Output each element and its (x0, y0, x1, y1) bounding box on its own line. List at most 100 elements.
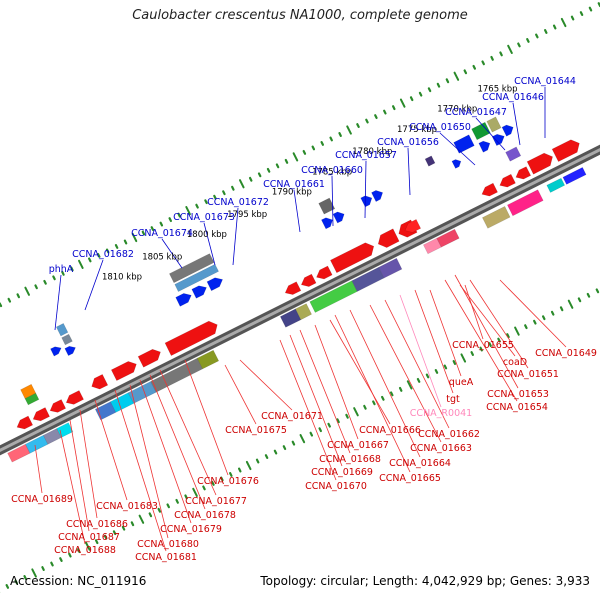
tick-mark (514, 326, 520, 336)
gene-feature (378, 257, 403, 279)
tick-mark (579, 11, 584, 17)
leader-line (59, 429, 86, 545)
gene-feature (284, 281, 302, 295)
tick-mark (103, 534, 108, 540)
tick-mark (168, 217, 173, 223)
leader-line (407, 147, 411, 196)
topology-text: Topology: circular; Length: 4,042,929 bp… (260, 574, 590, 588)
gene-feature (329, 242, 375, 274)
tick-mark (204, 199, 208, 205)
tick-mark (383, 109, 387, 115)
scale-label: 1805 kbp (142, 252, 182, 262)
gene-feature (501, 124, 514, 137)
tick-mark (533, 319, 537, 325)
gene-feature (137, 348, 161, 368)
leader-line (203, 222, 216, 266)
tick-mark (43, 279, 47, 285)
leader-line (399, 294, 442, 408)
tick-mark (184, 494, 188, 500)
gene-layer (7, 116, 587, 463)
gene-label: CCNA_01650 (409, 122, 471, 133)
tick-mark (141, 230, 146, 236)
tick-mark (52, 275, 56, 281)
tick-mark (14, 579, 19, 585)
gene-feature (491, 133, 505, 147)
tick-mark (245, 460, 252, 471)
tick-mark (282, 445, 287, 451)
gene-feature (164, 320, 218, 357)
tick-mark (257, 172, 262, 178)
gene-feature (316, 265, 333, 280)
gene-label: CCNA_01676 (197, 476, 259, 487)
tick-mark (543, 29, 548, 34)
leader-line (475, 117, 506, 151)
tick-mark (248, 176, 253, 182)
gene-feature (404, 218, 422, 233)
tick-mark (148, 512, 153, 518)
gene-label: CCNA_01678 (174, 510, 236, 521)
gene-feature (562, 166, 587, 185)
gene-label: tgt (446, 394, 460, 405)
gene-label: CCNA_01677 (185, 496, 247, 507)
tick-mark (560, 17, 567, 28)
tick-mark (460, 353, 467, 363)
leader-line (224, 364, 257, 425)
gene-feature (175, 293, 192, 307)
tick-mark (309, 431, 314, 437)
gene-feature (318, 197, 336, 215)
tick-mark (320, 141, 325, 146)
tick-mark (338, 132, 342, 137)
gene-label: CCNA_01679 (160, 524, 222, 535)
leader-line (79, 409, 98, 519)
leader-line (184, 359, 229, 476)
tick-mark (595, 288, 600, 294)
tick-mark (434, 369, 439, 374)
leader-line (369, 304, 442, 443)
tick-mark (70, 266, 74, 272)
tick-mark (61, 270, 65, 276)
tick-mark (266, 167, 271, 173)
tick-mark (479, 346, 483, 352)
scale-label: 1770 kbp (437, 105, 477, 115)
tick-mark (398, 386, 403, 392)
gene-feature (174, 263, 220, 293)
gene-feature (55, 322, 69, 337)
gene-feature (360, 195, 373, 208)
scale-label: 1795 kbp (227, 210, 267, 220)
gene-feature (64, 345, 76, 356)
gene-label: CCNA_01669 (311, 467, 373, 478)
leader-line (114, 389, 167, 552)
tick-mark (481, 60, 485, 66)
tick-mark (445, 78, 450, 84)
leader-line (331, 175, 334, 227)
leader-line (129, 384, 169, 539)
leader-line (94, 399, 128, 501)
accession-text: Accession: NC_011916 (10, 574, 147, 588)
leader-line (454, 274, 519, 389)
tick-mark (570, 15, 575, 21)
gene-label: CCNA_01661 (263, 179, 325, 190)
gene-label: CCNA_01646 (482, 92, 544, 103)
gene-label: CCNA_01657 (335, 150, 397, 161)
gene-label: CCNA_01672 (207, 197, 269, 208)
tick-mark (302, 149, 307, 155)
tick-mark (211, 480, 215, 486)
leader-line (469, 279, 529, 369)
leader-line (159, 369, 217, 496)
gene-feature (50, 346, 62, 357)
gene-feature (65, 390, 85, 405)
tick-mark (406, 380, 413, 390)
tick-mark (327, 422, 331, 428)
leader-line (349, 309, 421, 458)
tick-mark (150, 226, 155, 231)
tick-mark (526, 37, 530, 43)
tick-mark (175, 498, 179, 504)
tick-mark (488, 342, 492, 348)
tick-mark (78, 259, 84, 269)
gene-feature (16, 415, 34, 430)
tick-mark (499, 51, 503, 57)
leader-line (279, 339, 337, 481)
tick-mark (220, 476, 224, 482)
gene-label: phhA (49, 264, 74, 275)
tick-mark (507, 44, 513, 54)
